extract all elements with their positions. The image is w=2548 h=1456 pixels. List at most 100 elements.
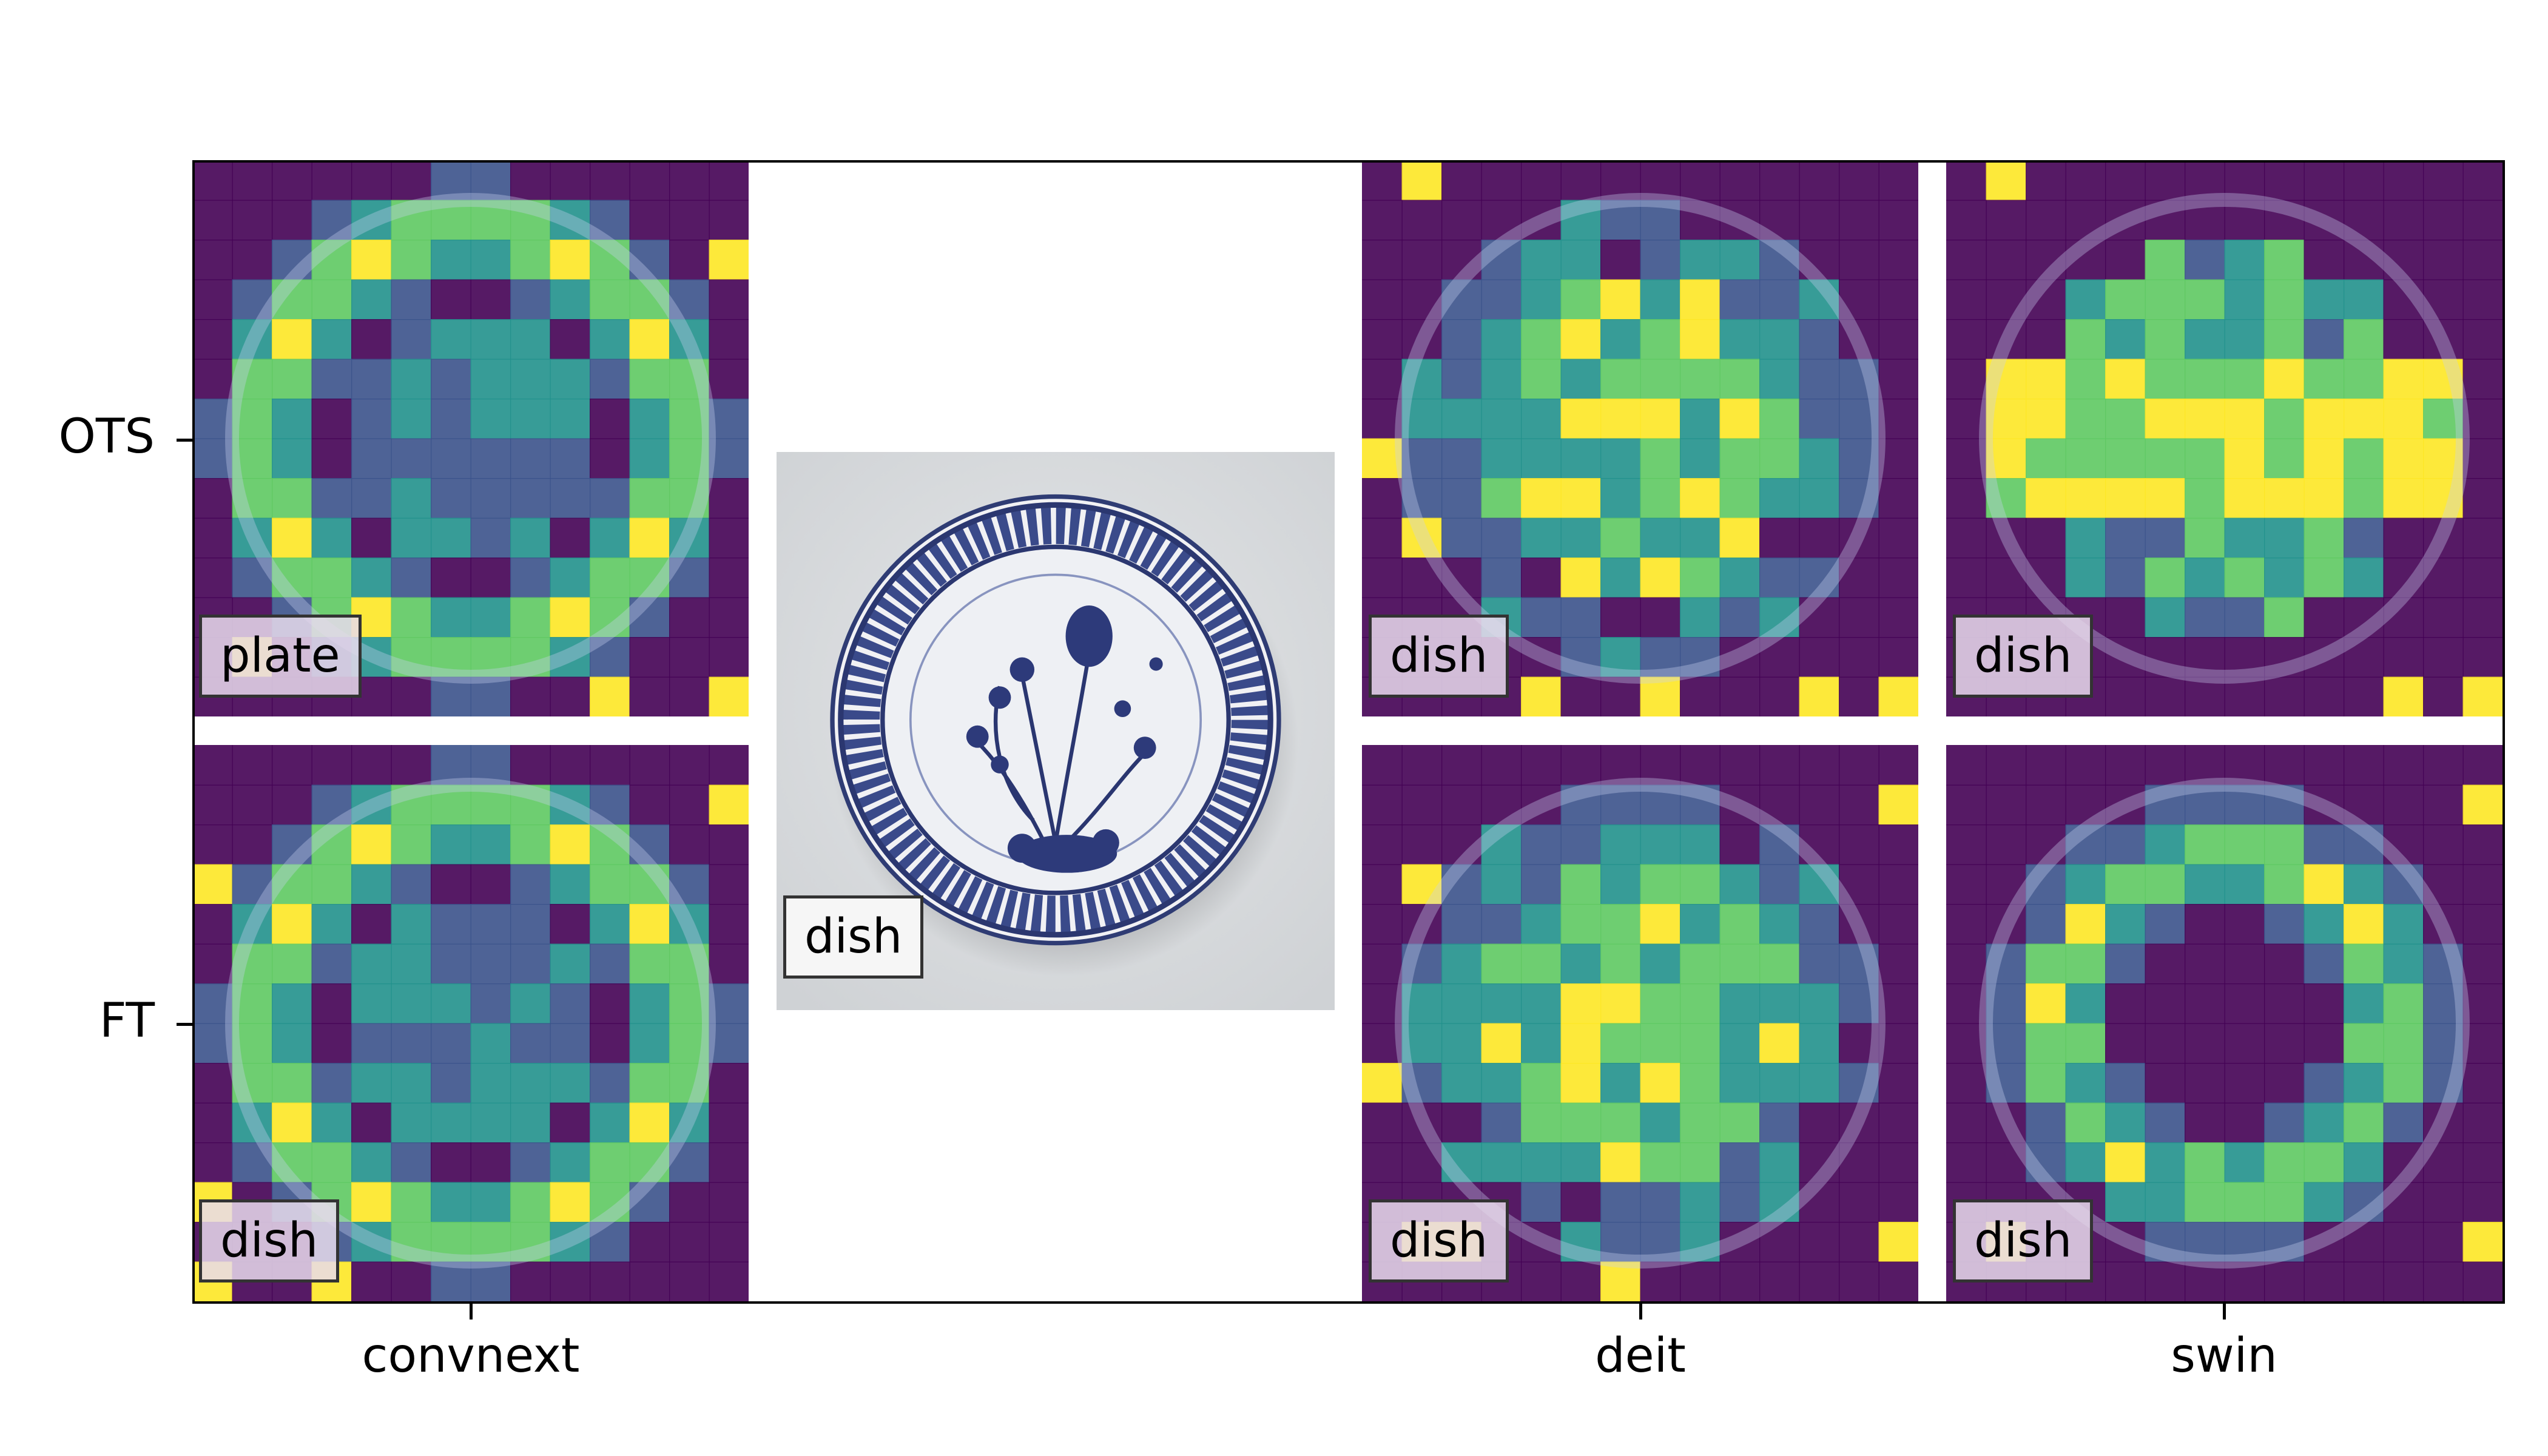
heatmap-cell xyxy=(2185,438,2225,479)
heatmap-cell xyxy=(709,478,749,519)
heatmap-cell xyxy=(351,745,392,786)
heatmap-cell xyxy=(2462,319,2502,360)
heatmap-cell xyxy=(2145,240,2186,280)
heatmap-cell xyxy=(351,558,392,598)
heatmap-cell xyxy=(2105,359,2146,400)
heatmap-cell xyxy=(391,240,432,280)
heatmap-cell xyxy=(2383,784,2424,826)
heatmap-cell xyxy=(351,1182,392,1223)
heatmap-cell xyxy=(1640,240,1681,280)
heatmap-cell xyxy=(311,983,352,1024)
heatmap-cell xyxy=(1481,784,1522,826)
heatmap-cell xyxy=(2105,1182,2146,1223)
heatmap-cell xyxy=(272,943,312,985)
heatmap-cell xyxy=(2462,1063,2502,1104)
heatmap-cell xyxy=(1759,1142,1800,1183)
heatmap-cell xyxy=(2383,359,2424,400)
heatmap-cell xyxy=(1719,983,1761,1024)
heatmap-cell xyxy=(590,1063,630,1104)
heatmap-cell xyxy=(2423,478,2464,519)
heatmap-cell xyxy=(1946,983,1987,1024)
heatmap-cell xyxy=(1521,597,1562,638)
heatmap-cell xyxy=(1759,200,1800,241)
heatmap-cell xyxy=(2105,784,2146,826)
heatmap-cell xyxy=(2462,359,2502,400)
heatmap-cell xyxy=(669,240,710,280)
heatmap-cell xyxy=(470,784,511,826)
heatmap-cell xyxy=(2423,864,2464,905)
heatmap-cell xyxy=(590,1261,630,1301)
heatmap-cell xyxy=(2145,1142,2186,1183)
heatmap-cell xyxy=(1640,597,1681,638)
heatmap-cell xyxy=(1839,1063,1879,1104)
heatmap-cell xyxy=(391,1182,432,1223)
heatmap-cell xyxy=(550,1023,591,1064)
heatmap-cell xyxy=(2423,160,2464,201)
heatmap-cell xyxy=(1680,399,1721,439)
heatmap-cell xyxy=(1759,745,1800,786)
heatmap-cell xyxy=(709,637,749,678)
heatmap-cell xyxy=(2224,904,2265,945)
heatmap-cell xyxy=(2105,943,2146,985)
heatmap-cell xyxy=(2383,1102,2424,1144)
heatmap-cell xyxy=(1680,359,1721,400)
heatmap-cell xyxy=(1799,399,1840,439)
heatmap-cell xyxy=(1362,1023,1403,1064)
heatmap-cell xyxy=(1799,160,1840,201)
heatmap-cell xyxy=(629,784,670,826)
column-label-swin: swin xyxy=(2171,1329,2277,1383)
heatmap-cell xyxy=(2185,240,2225,280)
heatmap-cell xyxy=(1680,597,1721,638)
heatmap-cell xyxy=(1441,1063,1482,1104)
heatmap-cell xyxy=(1799,279,1840,320)
heatmap-cell xyxy=(1680,438,1721,479)
heatmap-cell xyxy=(2344,676,2384,716)
heatmap-cell xyxy=(2264,359,2305,400)
heatmap-cell xyxy=(2383,1142,2424,1183)
heatmap-cell xyxy=(669,904,710,945)
heatmap-cell xyxy=(1521,200,1562,241)
heatmap-cell xyxy=(2344,1182,2384,1223)
heatmap-cell xyxy=(2423,1182,2464,1223)
heatmap-cell xyxy=(2185,558,2225,598)
heatmap-cell xyxy=(2383,1182,2424,1223)
heatmap-cell xyxy=(1878,745,1918,786)
heatmap-cell xyxy=(1441,1142,1482,1183)
heatmap-cell xyxy=(1680,824,1721,865)
heatmap-cell xyxy=(2065,824,2106,865)
heatmap-cell xyxy=(590,160,630,201)
heatmap-cell xyxy=(2264,904,2305,945)
heatmap-cell xyxy=(1481,359,1522,400)
heatmap-cell xyxy=(311,1063,352,1104)
heatmap-cell xyxy=(1441,784,1482,826)
heatmap-cell xyxy=(1640,1023,1681,1064)
heatmap-cell xyxy=(431,1222,471,1262)
heatmap-cell xyxy=(1799,1063,1840,1104)
heatmap-cell xyxy=(1401,438,1443,479)
heatmap-cell xyxy=(1799,824,1840,865)
heatmap-cell xyxy=(1401,1102,1443,1144)
heatmap-cell xyxy=(1759,517,1800,559)
heatmap-cell xyxy=(2383,558,2424,598)
heatmap-cell xyxy=(1719,1222,1761,1262)
heatmap-cell xyxy=(2383,200,2424,241)
heatmap-cell xyxy=(1839,637,1879,678)
heatmap-cell xyxy=(2185,478,2225,519)
heatmap-cell xyxy=(709,864,749,905)
plate-outline-overlay xyxy=(225,193,716,684)
heatmap-cell xyxy=(510,517,551,559)
heatmap-cell xyxy=(351,438,392,479)
heatmap-cell xyxy=(470,943,511,985)
heatmap-cell xyxy=(1521,399,1562,439)
heatmap-cell xyxy=(2462,517,2502,559)
heatmap-cell xyxy=(2224,745,2265,786)
heatmap-cell xyxy=(629,864,670,905)
heatmap-cell xyxy=(2383,160,2424,201)
heatmap-cell xyxy=(1719,240,1761,280)
heatmap-cell xyxy=(1521,359,1562,400)
heatmap-cell xyxy=(1799,637,1840,678)
heatmap-cell xyxy=(1878,359,1918,400)
heatmap-cell xyxy=(2105,399,2146,439)
heatmap-cell xyxy=(1839,1023,1879,1064)
heatmap-cell xyxy=(590,1142,630,1183)
